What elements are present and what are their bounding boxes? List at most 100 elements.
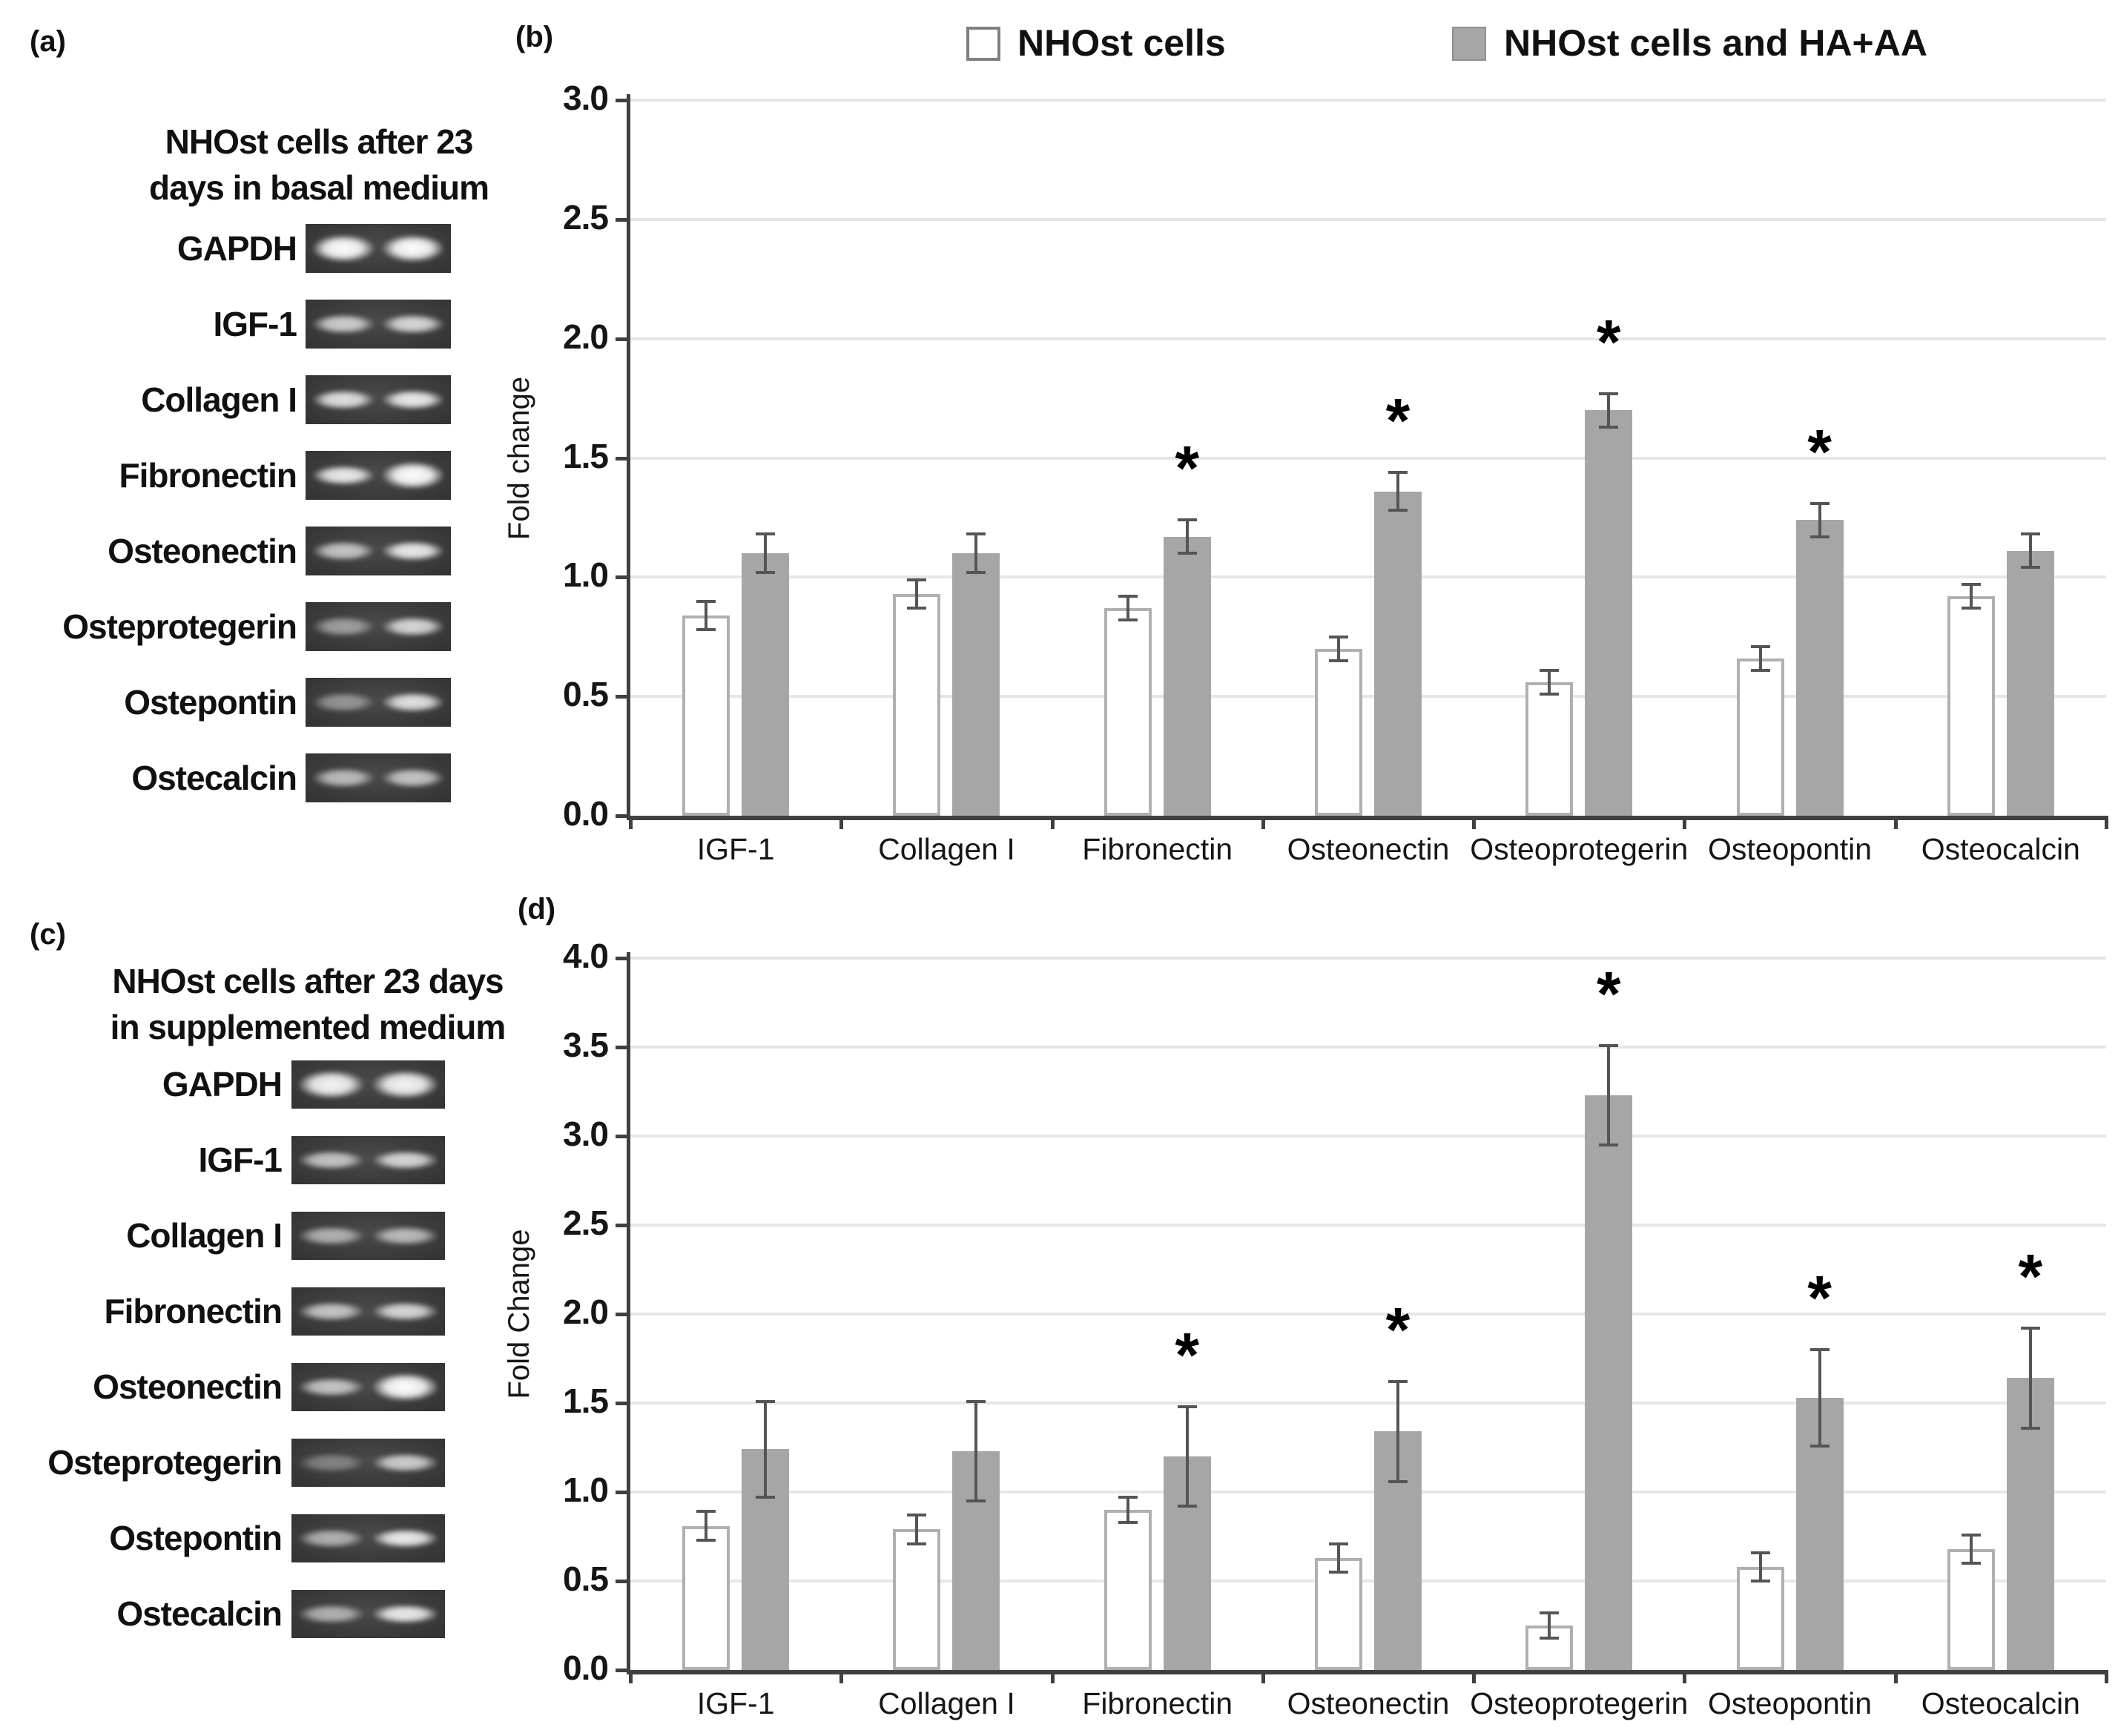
gene-label: Collagen I: [141, 380, 297, 419]
error-bar-line: [915, 579, 919, 609]
gel-image: [306, 375, 451, 424]
legend-label-nhost-haaa: NHOst cells and HA+AA: [1504, 22, 1927, 64]
error-bar-cap-top: [1329, 1542, 1348, 1545]
y-tick-label: 0.0: [563, 1648, 609, 1687]
gel-band-lane1: [312, 234, 375, 263]
x-axis-tick: [2105, 816, 2108, 829]
y-tick-label: 3.0: [563, 79, 609, 117]
x-axis-tick: [1683, 1670, 1687, 1683]
y-axis-line: [627, 94, 630, 816]
x-axis-tick: [1050, 816, 1055, 829]
error-bar-line: [1185, 1406, 1189, 1507]
error-bar-cap-bottom: [1329, 1571, 1348, 1574]
error-bar-cap-bottom: [966, 1499, 986, 1502]
gene-label: Osteprotegerin: [47, 1443, 283, 1482]
gene-label: Ostecalcin: [116, 1594, 283, 1633]
error-bar-cap-top: [1118, 595, 1138, 598]
gridline: [630, 1402, 2106, 1405]
error-bar-cap-bottom: [2020, 1426, 2040, 1430]
gene-label: Collagen I: [126, 1216, 283, 1255]
gel-image: [291, 1363, 445, 1411]
error-bar-cap-top: [1540, 668, 1560, 672]
x-axis-tick: [1893, 1670, 1898, 1683]
error-bar-line: [1126, 1497, 1129, 1522]
y-axis-tick: [616, 456, 627, 461]
gel-image: [306, 300, 451, 349]
significance-asterisk: *: [1807, 416, 1832, 486]
significance-asterisk: *: [1385, 1295, 1411, 1365]
bar-nhost: [1736, 658, 1784, 816]
gel-image: [306, 451, 451, 500]
significance-asterisk: *: [1175, 433, 1200, 504]
bar-nhost: [1103, 1510, 1152, 1670]
bar-nhost: [1525, 681, 1574, 816]
x-axis-tick: [839, 1670, 844, 1683]
x-axis-tick: [1472, 816, 1477, 829]
y-axis-tick: [616, 957, 627, 960]
gel-image: [306, 224, 451, 273]
panel-a-title-line1: NHOst cells after 23: [165, 122, 474, 161]
gene-label: Fibronectin: [104, 1292, 283, 1330]
error-bar-line: [1818, 503, 1821, 537]
gene-label: Ostepontin: [124, 683, 297, 722]
gel-band-lane2: [372, 1151, 438, 1169]
error-bar-line: [1337, 1543, 1340, 1572]
error-bar-cap-bottom: [1177, 1505, 1197, 1508]
error-bar-cap-top: [696, 1510, 716, 1514]
error-bar-cap-top: [966, 1399, 986, 1403]
y-axis-tick: [616, 217, 627, 222]
x-tick-label: Osteocalcin: [1921, 832, 2080, 866]
panel-c-title-line1: NHOst cells after 23 days: [112, 962, 504, 1000]
error-bar-cap-bottom: [756, 1496, 776, 1499]
y-axis-tick: [616, 1313, 627, 1316]
x-axis-tick: [839, 816, 844, 829]
x-tick-label: IGF-1: [696, 1686, 775, 1720]
x-tick-label: Osteopontin: [1708, 1686, 1873, 1720]
gel-band-lane2: [382, 693, 444, 712]
y-axis-tick: [616, 337, 627, 341]
gridline: [630, 99, 2106, 102]
gridline: [630, 1046, 2106, 1049]
gel-image: [291, 1514, 445, 1562]
gridline: [630, 1580, 2106, 1582]
gel-band-lane2: [372, 1071, 438, 1098]
panel-b-letter: (b): [515, 21, 554, 53]
error-bar-line: [1969, 1534, 1973, 1563]
error-bar-cap-top: [966, 532, 986, 536]
y-axis-tick: [616, 1491, 627, 1494]
gel-band-lane2: [382, 390, 444, 409]
gel-band-lane2: [382, 541, 444, 561]
gel-band-lane1: [312, 314, 375, 334]
y-tick-label: 1.0: [563, 1471, 609, 1509]
y-tick-label: 4.0: [563, 937, 609, 975]
x-tick-label: Osteonectin: [1287, 1686, 1450, 1720]
bar-nhost: [1736, 1566, 1784, 1670]
bar-nhost-haaa: [1585, 1095, 1633, 1670]
gel-band-lane1: [299, 1302, 364, 1321]
gene-label: Osteonectin: [93, 1367, 283, 1406]
gel-image: [306, 753, 451, 802]
gel-band-lane2: [372, 1227, 438, 1245]
bar-nhost: [1947, 596, 1995, 816]
error-bar-cap-bottom: [1750, 668, 1770, 672]
error-bar-cap-top: [2020, 1327, 2040, 1330]
x-tick-label: Collagen I: [878, 1686, 1015, 1720]
legend-swatch-nhost-haaa: [1452, 27, 1486, 61]
error-bar-cap-bottom: [907, 607, 927, 610]
gridline: [630, 217, 2106, 221]
y-tick-label: 2.5: [563, 197, 609, 237]
gene-label: Osteonectin: [108, 532, 297, 570]
error-bar-cap-bottom: [2020, 566, 2040, 570]
error-bar-cap-bottom: [696, 628, 716, 632]
gene-label: Ostecalcin: [131, 759, 297, 797]
error-bar-line: [974, 1401, 978, 1501]
gel-band-lane1: [312, 617, 375, 636]
gridline: [630, 1313, 2106, 1316]
gel-image: [291, 1060, 445, 1109]
gel-band-lane1: [299, 1071, 364, 1098]
gel-band-lane2: [382, 234, 444, 263]
error-bar-cap-bottom: [1809, 535, 1830, 538]
bar-nhost-haaa: [742, 553, 790, 816]
error-bar-cap-top: [907, 578, 927, 581]
gene-label: GAPDH: [176, 229, 297, 268]
